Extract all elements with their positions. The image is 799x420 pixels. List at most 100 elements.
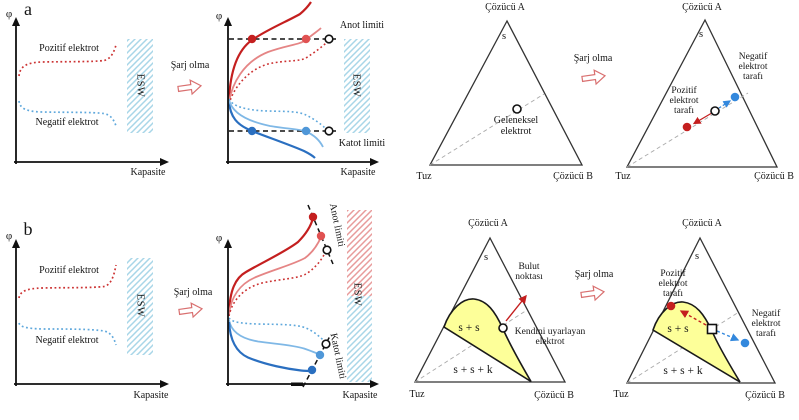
label-line: elektrot bbox=[669, 95, 699, 106]
initial-point-open-square bbox=[706, 323, 718, 335]
positive-electrode-label: Pozitif elektrot bbox=[39, 43, 99, 54]
positive-curve-dark bbox=[227, 217, 315, 313]
solvent-a-label: Çözücü A bbox=[682, 218, 722, 229]
solvent-b-label: Çözücü B bbox=[754, 171, 794, 182]
label-line: tarafı bbox=[742, 71, 764, 82]
negative-side-point bbox=[730, 92, 740, 102]
anode-point-open bbox=[324, 34, 334, 44]
positive-curve-dotted bbox=[228, 252, 326, 317]
x-axis-arrow-icon bbox=[160, 158, 169, 166]
label-line: noktası bbox=[515, 271, 543, 282]
ternary-b-before bbox=[413, 236, 567, 383]
negative-curve-dotted bbox=[228, 317, 326, 343]
x-axis-arrow-icon bbox=[160, 380, 169, 388]
label-line: elektrot bbox=[751, 318, 781, 329]
cathode-point-light bbox=[315, 350, 325, 360]
negative-side-label: Negatif elektrot tarafı bbox=[740, 309, 792, 339]
solvent-b-label: Çözücü B bbox=[553, 171, 593, 182]
positive-curve-dotted bbox=[228, 42, 327, 105]
ternary-a-before bbox=[428, 19, 584, 166]
positive-curve-light bbox=[228, 236, 322, 315]
y-axis-arrow-icon bbox=[12, 17, 20, 26]
salt-label: Tuz bbox=[409, 389, 425, 400]
anode-point-open bbox=[322, 245, 332, 255]
label-line: tarafı bbox=[662, 288, 684, 299]
esw-band bbox=[127, 258, 153, 355]
solvent-b-label: Çözücü B bbox=[745, 390, 785, 401]
label-line: Geleneksel bbox=[493, 115, 539, 126]
label-line: elektrot bbox=[658, 278, 688, 289]
negative-electrode-label: Negatif elektrot bbox=[35, 117, 99, 128]
cloud-point-open bbox=[498, 323, 508, 333]
negative-curve-light bbox=[228, 99, 324, 148]
triangle bbox=[428, 19, 584, 166]
three-phase-region-label: s + s + k bbox=[453, 364, 493, 376]
negative-side-point bbox=[740, 338, 750, 348]
x-axis-arrow-icon bbox=[370, 158, 379, 166]
phi-axis-label: φ bbox=[215, 232, 223, 244]
negative-curve-dark bbox=[227, 321, 314, 373]
label-line: Pozitif bbox=[671, 86, 697, 96]
salt-label: Tuz bbox=[416, 171, 432, 182]
label-line: Negatif bbox=[738, 52, 768, 62]
solvent-a-label: Çözücü A bbox=[682, 2, 722, 13]
solvent-a-label: Çözücü A bbox=[485, 2, 525, 13]
phi-axis-label: φ bbox=[215, 10, 223, 22]
cloud-point-label: Bulut noktası bbox=[505, 262, 553, 283]
label-line: Negatif bbox=[751, 309, 781, 319]
anode-point-light bbox=[301, 34, 311, 44]
anode-point-dark bbox=[308, 212, 318, 222]
cathode-limit-label: Katot limiti bbox=[338, 138, 386, 149]
positive-shift-arrow bbox=[692, 112, 712, 125]
cathode-point-dark bbox=[247, 126, 257, 136]
two-phase-region-label: s + s bbox=[667, 323, 689, 335]
capacity-axis-label: Kapasite bbox=[340, 167, 376, 178]
plot-a-after bbox=[224, 1, 379, 166]
s-phase-label: s bbox=[698, 29, 704, 40]
charge-label: Şarj olma bbox=[173, 287, 213, 298]
negative-curve-dark bbox=[227, 100, 316, 159]
charge-label: Şarj olma bbox=[573, 53, 613, 64]
positive-side-point bbox=[666, 301, 676, 311]
positive-side-point bbox=[682, 122, 692, 132]
initial-point-open bbox=[710, 106, 720, 116]
capacity-axis-label: Kapasite bbox=[133, 390, 169, 401]
capacity-axis-label: Kapasite bbox=[342, 390, 378, 401]
esw-label: ESW bbox=[134, 73, 146, 98]
panel-a-label: a bbox=[24, 0, 32, 19]
salt-label: Tuz bbox=[615, 171, 631, 182]
charge-label: Şarj olma bbox=[574, 269, 614, 280]
ternary-a-after bbox=[625, 18, 779, 168]
phi-axis-label: φ bbox=[5, 8, 13, 20]
electrolyte-point-open bbox=[512, 104, 522, 114]
esw-label: ESW bbox=[350, 73, 362, 98]
positive-electrode-curve bbox=[18, 44, 117, 77]
s-phase-label: s bbox=[483, 252, 489, 263]
solvent-b-label: Çözücü B bbox=[534, 390, 574, 401]
label-line: Pozitif bbox=[660, 269, 686, 279]
triangle bbox=[625, 18, 779, 168]
esw-label: ESW bbox=[134, 293, 146, 318]
two-phase-region-label: s + s bbox=[458, 322, 480, 334]
label-line: elektrot bbox=[500, 125, 532, 137]
x-axis-arrow-icon bbox=[370, 380, 379, 388]
ternary-b-after bbox=[625, 236, 777, 384]
miscibility-gap-region bbox=[443, 298, 532, 383]
cathode-point-dark bbox=[307, 365, 317, 375]
anode-point-dark bbox=[247, 34, 257, 44]
charge-label: Şarj olma bbox=[170, 60, 210, 71]
label-line: tarafı bbox=[755, 328, 777, 339]
y-axis-arrow-icon bbox=[224, 239, 232, 248]
s-phase-label: s bbox=[501, 31, 507, 42]
tie-line bbox=[429, 93, 545, 166]
cathode-point-open bbox=[324, 126, 334, 136]
plot-b-after bbox=[224, 204, 379, 388]
positive-electrode-label: Pozitif elektrot bbox=[39, 265, 99, 276]
charge-arrow-icon bbox=[580, 285, 606, 302]
plot-b-before bbox=[12, 239, 169, 388]
label-line: Kendini uyarlayan bbox=[514, 327, 586, 337]
esw-band bbox=[127, 39, 153, 133]
esw-label: ESW bbox=[351, 282, 363, 307]
esw-band-anode bbox=[347, 210, 372, 296]
